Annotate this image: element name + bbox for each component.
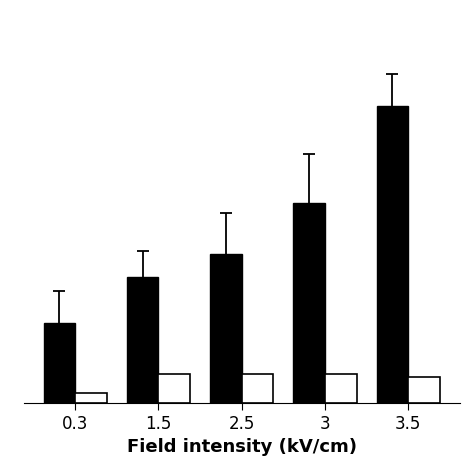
Bar <box>377 106 408 403</box>
X-axis label: Field intensity (kV/cm): Field intensity (kV/cm) <box>127 438 357 456</box>
Bar <box>242 374 273 403</box>
Bar <box>210 254 242 403</box>
Bar <box>408 377 440 403</box>
Bar <box>293 203 325 403</box>
Bar <box>158 374 190 403</box>
Bar <box>127 277 158 403</box>
Bar <box>44 323 75 403</box>
Bar <box>75 392 107 403</box>
Bar <box>325 374 356 403</box>
